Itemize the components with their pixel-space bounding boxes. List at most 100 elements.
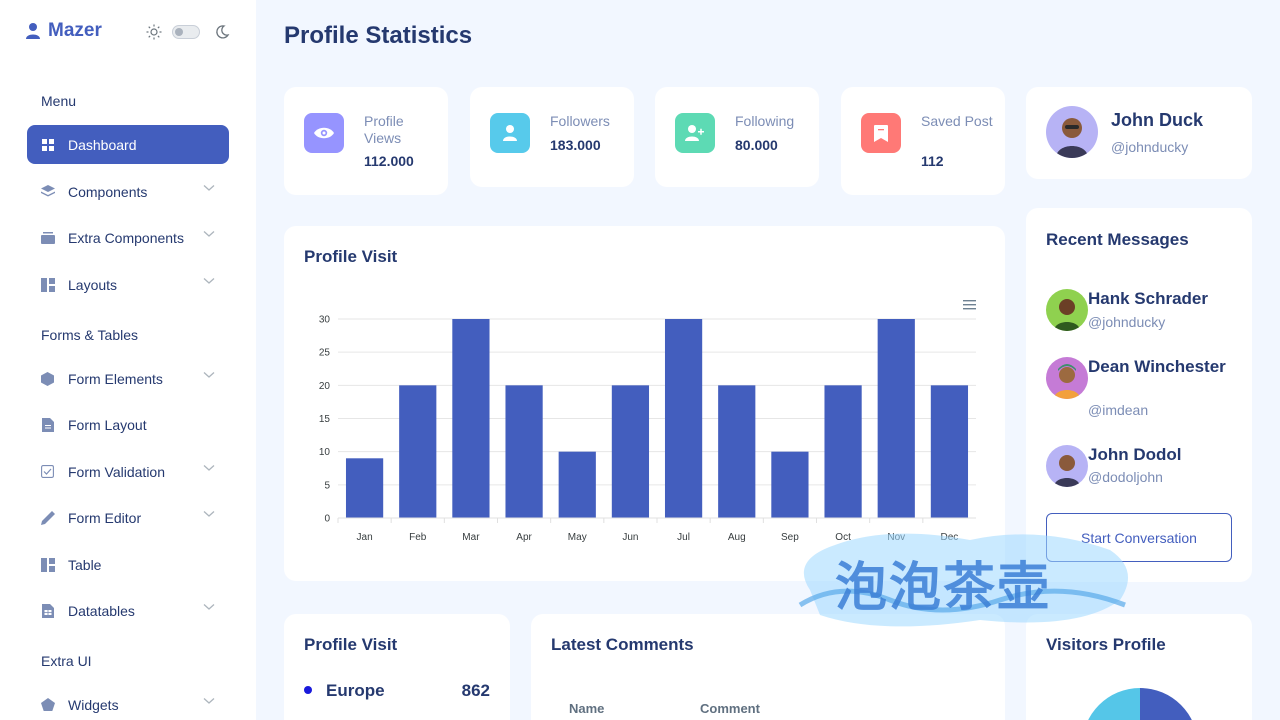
stat-card-saved-post: Saved Post 112 [841, 87, 1005, 195]
chevron-down-icon [203, 231, 215, 237]
profile-visit-chart-card: Profile Visit 0 5 10 15 20 25 30 Jan Feb Mar Apr Ma… [284, 226, 1005, 581]
brand-logo[interactable]: Mazer [26, 20, 102, 42]
sidebar-item-dashboard[interactable]: Dashboard [27, 125, 229, 164]
recent-messages-card: Recent Messages Hank Schrader @johnducky… [1026, 208, 1252, 582]
y-tick-label: 0 [324, 514, 330, 525]
stat-card-following: Following 80.000 [655, 87, 819, 187]
sidebar-item-label: Form Elements [68, 370, 163, 387]
sidebar-item-label: Components [68, 183, 148, 200]
avatar [1046, 106, 1098, 158]
dark-mode-switch[interactable] [172, 25, 200, 39]
message-sender-handle: @johnducky [1088, 314, 1166, 330]
stat-label: Saved Post [921, 113, 993, 129]
x-tick-label: Jul [677, 532, 690, 543]
bar-mar[interactable] [452, 319, 490, 518]
circle-fill-icon [304, 686, 312, 694]
sidebar-item-layouts[interactable]: Layouts [27, 265, 229, 304]
stat-value: 112 [921, 153, 944, 169]
bar-may[interactable] [558, 451, 596, 518]
sidebar-item-form-validation[interactable]: Form Validation [27, 452, 229, 491]
bar-nov[interactable] [877, 319, 915, 518]
bar-apr[interactable] [505, 385, 543, 518]
stat-value: 80.000 [735, 137, 778, 153]
person-plus-icon [675, 113, 715, 153]
visitors-pie-chart [1088, 688, 1192, 720]
profile-visit-bar-chart: 0 5 10 15 20 25 30 Jan Feb Mar Apr May Jun Jul Aug Sep O… [319, 315, 976, 543]
bar-oct[interactable] [824, 385, 862, 518]
theme-toggle[interactable] [146, 24, 230, 40]
recent-messages-title: Recent Messages [1046, 230, 1189, 249]
region-label: Europe [326, 681, 385, 700]
stat-label: Following [735, 113, 795, 129]
sidebar-item-label: Layouts [68, 276, 118, 293]
stat-card-profile-views: Profile Views 112.000 [284, 87, 448, 195]
start-conversation-button[interactable]: Start Conversation [1046, 513, 1232, 562]
moon-icon [216, 25, 230, 39]
x-tick-label: May [568, 532, 587, 543]
chart-menu-icon[interactable] [962, 299, 978, 311]
chevron-down-icon [203, 185, 215, 191]
bar-feb[interactable] [399, 385, 437, 518]
x-tick-label: Sep [781, 532, 799, 543]
sidebar-item-datatables[interactable]: Datatables [27, 591, 229, 630]
list-item: Europe 862 [304, 681, 490, 701]
sidebar-item-label: Form Validation [68, 463, 166, 480]
sidebar-item-form-layout[interactable]: Form Layout [27, 405, 229, 444]
x-tick-label: Oct [835, 532, 851, 543]
y-tick-label: 30 [319, 315, 331, 326]
layout-icon [40, 277, 55, 292]
sidebar-item-components[interactable]: Components [27, 172, 229, 211]
bar-aug[interactable] [718, 385, 756, 518]
watermark-text: 泡泡茶壶 [835, 558, 1052, 618]
collection-icon [40, 230, 55, 245]
profile-visit-list-title: Profile Visit [304, 635, 398, 654]
forms-tables-section-title: Forms & Tables [41, 327, 138, 343]
latest-comments-card: Latest Comments Name Comment [531, 614, 1005, 720]
bar-jul[interactable] [664, 319, 703, 518]
sidebar-item-extra-components[interactable]: Extra Components [27, 218, 229, 257]
check-square-icon [40, 464, 55, 479]
bar-dec[interactable] [930, 385, 969, 518]
bar-jan[interactable] [345, 458, 384, 518]
chart-card-title: Profile Visit [304, 247, 398, 266]
menu-section-title: Menu [41, 93, 77, 109]
stat-value: 112.000 [364, 153, 414, 169]
x-tick-label: Feb [409, 532, 427, 543]
chevron-down-icon [203, 604, 215, 610]
y-tick-label: 15 [319, 414, 331, 425]
sidebar-item-label: Extra Components [68, 229, 184, 246]
profile-card[interactable]: John Duck @johnducky [1026, 87, 1252, 179]
file-text-icon [40, 417, 55, 432]
message-sender-name: John Dodol [1088, 445, 1182, 464]
sidebar-item-label: Form Layout [68, 416, 147, 433]
stat-value: 183.000 [550, 137, 601, 153]
bar-sep[interactable] [771, 451, 809, 518]
person-icon [490, 113, 530, 153]
x-tick-label: Jan [357, 532, 373, 543]
stat-card-followers: Followers 183.000 [470, 87, 634, 187]
profile-name: John Duck [1111, 110, 1204, 130]
sidebar-item-widgets[interactable]: Widgets [27, 685, 229, 720]
message-sender-handle: @dodoljohn [1088, 469, 1163, 485]
sidebar: Mazer Menu Dashboard Components [0, 0, 256, 720]
sidebar-item-form-editor[interactable]: Form Editor [27, 498, 229, 537]
x-tick-label: Jun [622, 532, 638, 543]
chevron-down-icon [203, 511, 215, 517]
bar-jun[interactable] [611, 385, 650, 518]
watermark-logo: 泡泡茶壶 [780, 520, 1145, 635]
pen-icon [40, 510, 55, 525]
table-header-name: Name [569, 701, 605, 716]
eye-icon [304, 113, 344, 153]
sidebar-item-table[interactable]: Table [27, 545, 229, 584]
extra-ui-section-title: Extra UI [41, 653, 92, 669]
message-sender-name: Hank Schrader [1088, 289, 1208, 308]
table-icon [40, 557, 55, 572]
user-logo-icon [26, 23, 40, 39]
grid-icon [40, 137, 55, 152]
chevron-down-icon [203, 278, 215, 284]
latest-comments-title: Latest Comments [551, 635, 694, 654]
sidebar-item-form-elements[interactable]: Form Elements [27, 359, 229, 398]
visitors-profile-title: Visitors Profile [1046, 635, 1166, 654]
avatar [1046, 289, 1088, 331]
profile-visit-list-card: Profile Visit Europe 862 [284, 614, 510, 720]
